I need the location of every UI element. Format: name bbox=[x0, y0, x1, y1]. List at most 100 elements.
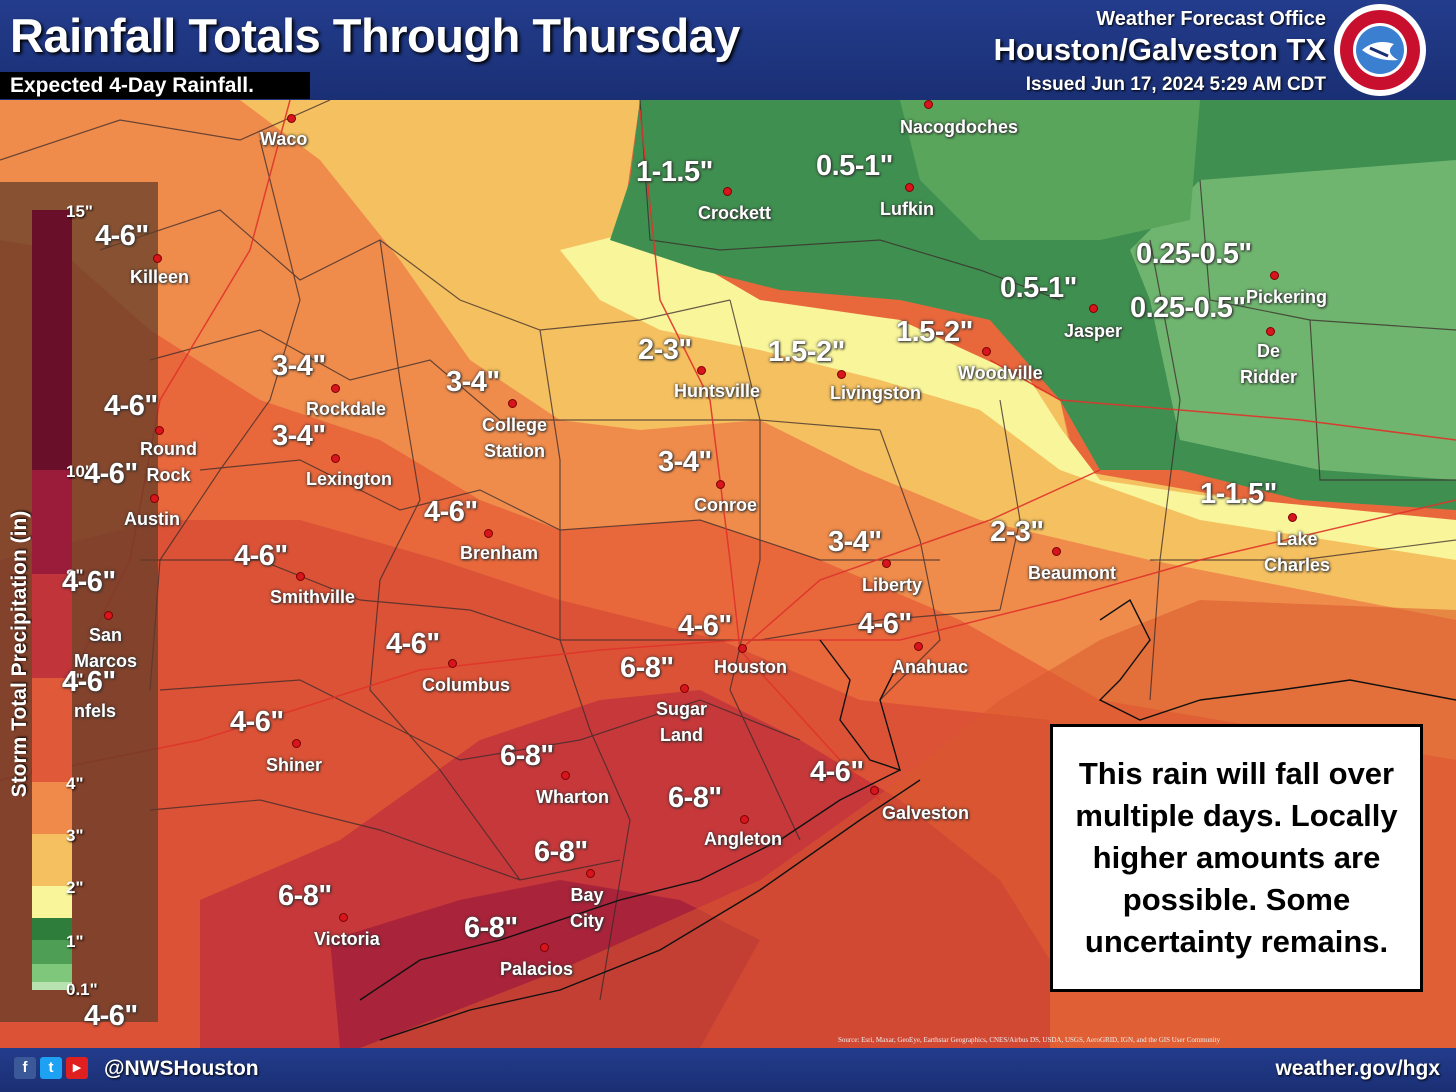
legend-swatch-6 bbox=[32, 678, 72, 782]
city-label: Galveston bbox=[882, 803, 970, 823]
legend-swatch-3 bbox=[32, 834, 72, 886]
map-title: Rainfall Totals Through Thursday bbox=[10, 9, 740, 62]
legend-tick-10: 10" bbox=[66, 462, 93, 481]
city-dot bbox=[287, 114, 296, 123]
city-label: Round Rock bbox=[140, 439, 197, 485]
amount-label: 4-6" bbox=[858, 608, 912, 640]
amount-label: 0.25-0.5" bbox=[1136, 238, 1252, 270]
city-dot bbox=[716, 480, 725, 489]
city-label: Lexington bbox=[306, 469, 392, 489]
legend-swatch-0-1 bbox=[32, 982, 72, 990]
city-dot bbox=[680, 684, 689, 693]
city-label: Nacogdoches bbox=[900, 117, 1019, 137]
rainfall-shading bbox=[0, 100, 1456, 1048]
amount-label: 4-6" bbox=[810, 756, 864, 788]
city-label: Brenham bbox=[460, 543, 539, 563]
amount-label: 1-1.5" bbox=[1200, 478, 1277, 510]
amount-label: 6-8" bbox=[464, 912, 518, 944]
city-label: nfels bbox=[74, 701, 117, 721]
city-dot bbox=[540, 943, 549, 952]
amount-label: 4-6" bbox=[234, 540, 288, 572]
city-label: Huntsville bbox=[674, 381, 761, 401]
city-label: San Marcos bbox=[74, 625, 138, 671]
city-dot bbox=[982, 347, 991, 356]
city-label: Livingston bbox=[830, 383, 921, 403]
amount-label: 4-6" bbox=[386, 628, 440, 660]
city-dot bbox=[740, 815, 749, 824]
amount-label: 3-4" bbox=[272, 420, 326, 452]
city-dot bbox=[1270, 271, 1279, 280]
legend-tick-15: 15" bbox=[66, 202, 93, 221]
city-dot bbox=[723, 187, 732, 196]
amount-label: 4-6" bbox=[104, 390, 158, 422]
city-label: De Ridder bbox=[1240, 341, 1298, 387]
city-dot bbox=[339, 913, 348, 922]
map-subtitle: Expected 4-Day Rainfall. bbox=[0, 72, 310, 99]
city-label: Houston bbox=[714, 657, 787, 677]
city-dot bbox=[1089, 304, 1098, 313]
legend-tick-6: 6" bbox=[66, 670, 84, 689]
city-dot bbox=[1288, 513, 1297, 522]
city-label: Conroe bbox=[694, 495, 757, 515]
amount-label: 3-4" bbox=[446, 366, 500, 398]
city-dot bbox=[292, 739, 301, 748]
social-icons: f t ▶ bbox=[14, 1057, 88, 1079]
city-label: Beaumont bbox=[1028, 563, 1117, 583]
legend-swatch-10 bbox=[32, 470, 72, 574]
facebook-icon[interactable]: f bbox=[14, 1057, 36, 1079]
city-dot bbox=[150, 494, 159, 503]
amount-label: 4-6" bbox=[95, 220, 149, 252]
city-dot bbox=[905, 183, 914, 192]
city-dot bbox=[586, 869, 595, 878]
footer-bar: f t ▶ @NWSHouston weather.gov/hgx bbox=[0, 1048, 1456, 1092]
city-label: Lufkin bbox=[880, 199, 934, 219]
city-dot bbox=[153, 254, 162, 263]
city-label: Columbus bbox=[422, 675, 510, 695]
youtube-icon[interactable]: ▶ bbox=[66, 1057, 88, 1079]
city-dot bbox=[448, 659, 457, 668]
city-label: Victoria bbox=[314, 929, 380, 949]
note-text: This rain will fall over multiple days. … bbox=[1075, 756, 1398, 959]
city-label: Palacios bbox=[500, 959, 574, 979]
city-dot bbox=[924, 100, 933, 109]
twitter-icon[interactable]: t bbox=[40, 1057, 62, 1079]
city-dot bbox=[296, 572, 305, 581]
amount-label: 3-4" bbox=[272, 350, 326, 382]
city-dot bbox=[914, 642, 923, 651]
office-label: Weather Forecast Office bbox=[1096, 8, 1326, 30]
amount-label: 4-6" bbox=[678, 610, 732, 642]
website-link[interactable]: weather.gov/hgx bbox=[1275, 1057, 1440, 1080]
city-dot bbox=[484, 529, 493, 538]
city-dot bbox=[331, 454, 340, 463]
city-label: Waco bbox=[260, 129, 308, 149]
legend-title: Storm Total Precipitation (in) bbox=[8, 510, 31, 798]
amount-label: 2-3" bbox=[638, 334, 692, 366]
city-label: Angleton bbox=[704, 829, 782, 849]
city-label: Lake Charles bbox=[1264, 529, 1331, 575]
issued-time: Issued Jun 17, 2024 5:29 AM CDT bbox=[1025, 74, 1326, 95]
city-label: Killeen bbox=[130, 267, 190, 287]
city-dot bbox=[508, 399, 517, 408]
city-label: Jasper bbox=[1064, 321, 1123, 341]
city-label: Austin bbox=[124, 509, 180, 529]
social-handle[interactable]: @NWSHouston bbox=[104, 1057, 259, 1080]
amount-label: 1-1.5" bbox=[636, 156, 713, 188]
city-label: Wharton bbox=[536, 787, 609, 807]
amount-label: 4-6" bbox=[62, 666, 116, 698]
amount-label: 3-4" bbox=[658, 446, 712, 478]
amount-label: 4-6" bbox=[84, 458, 138, 490]
amount-label: 6-8" bbox=[620, 652, 674, 684]
city-dot bbox=[1052, 547, 1061, 556]
nws-logo-icon bbox=[1334, 4, 1426, 96]
amount-label: 4-6" bbox=[230, 706, 284, 738]
legend-swatch-4 bbox=[32, 782, 72, 834]
amount-label: 6-8" bbox=[668, 782, 722, 814]
city-label: College Station bbox=[482, 415, 548, 461]
amount-label: 6-8" bbox=[278, 880, 332, 912]
amount-label: 0.25-0.5" bbox=[1130, 292, 1246, 324]
legend-swatch-15 bbox=[32, 210, 72, 470]
city-label: Woodville bbox=[958, 363, 1043, 383]
amount-label: 0.5-1" bbox=[1000, 272, 1077, 304]
office-location: Houston/Galveston TX bbox=[993, 32, 1326, 67]
city-label: Bay City bbox=[570, 885, 605, 931]
